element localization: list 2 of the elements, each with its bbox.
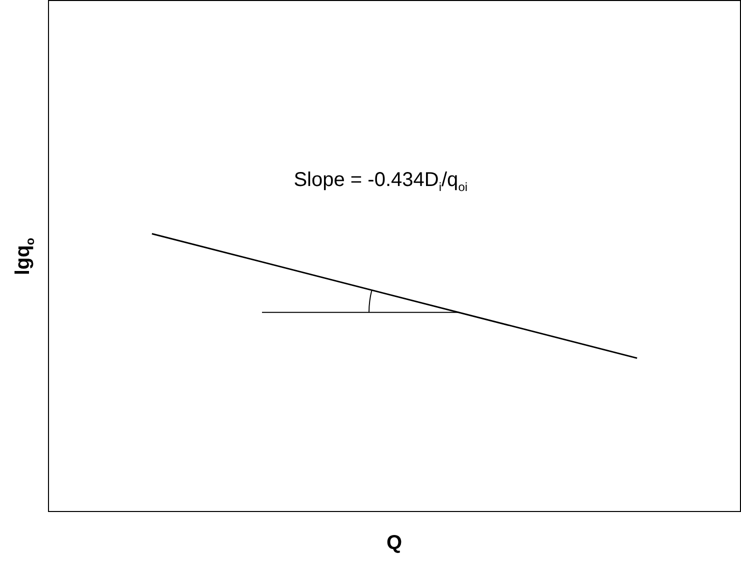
x-axis-title: Q xyxy=(386,532,402,555)
text: Slope = -0.434D$_{i}$/q$_{oi}$ xyxy=(294,168,468,194)
